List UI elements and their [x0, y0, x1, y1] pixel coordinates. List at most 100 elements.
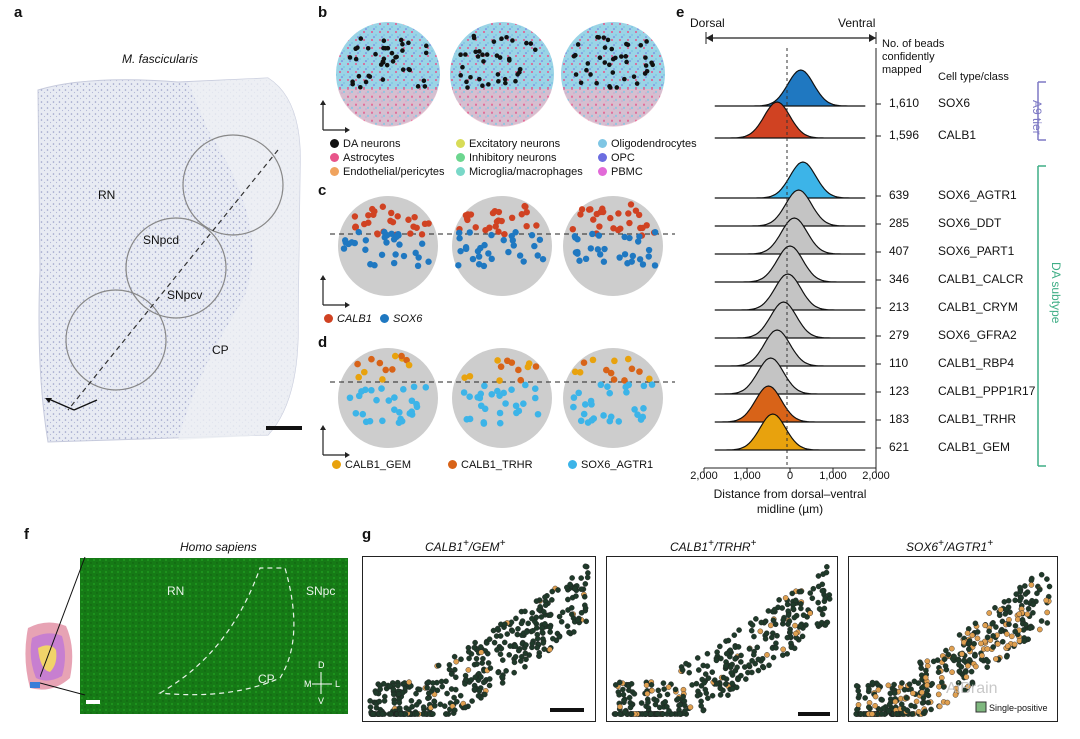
ridge-calb1 — [714, 101, 866, 139]
ridge-name: CALB1_CRYM — [938, 300, 1018, 314]
panel-d-bead-images — [330, 348, 675, 448]
panel-a-species: M. fascicularis — [122, 52, 199, 66]
count-header: No. of beads confidently mapped — [882, 38, 945, 76]
ridge-count: 346 — [889, 272, 910, 286]
g-legend-single-positive: Single-positive — [989, 703, 1048, 713]
panel-c-label: c — [318, 182, 327, 199]
x-tick-label: 1,000 — [733, 470, 761, 482]
ridge-calb1-ppp1r17 — [714, 357, 866, 395]
panel-f-label: f — [24, 526, 29, 543]
ridge-count: 621 — [889, 440, 910, 454]
legend-item-astrocytes: Astrocytes — [330, 152, 394, 164]
ridge-name: CALB1 — [938, 128, 977, 142]
g-spatial-plot-2 — [606, 556, 838, 722]
ridge-count: 1,610 — [889, 96, 920, 110]
x-axis-label: Distance from dorsal–ventral midline (µm… — [713, 487, 867, 516]
ridge-count: 110 — [889, 356, 909, 370]
g-title-1: CALB1+/GEM+ — [425, 538, 506, 554]
legend-item-sox6: SOX6 — [380, 313, 422, 325]
ridge-count: 213 — [889, 300, 910, 314]
ridge-count: 123 — [889, 384, 910, 398]
compass-cross — [312, 672, 332, 694]
panel-c-axes-icon — [320, 275, 350, 308]
ridge-calb1-calcr — [714, 245, 866, 283]
legend-item-inhibitory-neurons: Inhibitory neurons — [456, 152, 556, 164]
watermark: AiBrain — [946, 680, 998, 697]
a9-tier-label: A9 tier — [1030, 100, 1044, 135]
ridge-count: 285 — [889, 216, 910, 230]
ventral-label: Ventral — [838, 16, 876, 30]
ridge-sox6-part1 — [714, 217, 866, 255]
panel-a-label: a — [14, 4, 23, 21]
ridge-sox6-gfra2 — [714, 301, 866, 339]
panel-b-axes-icon — [320, 100, 350, 133]
ridge-sox6-ddt — [714, 189, 866, 227]
panel-b-bead-images — [336, 22, 665, 127]
panel-g-label: g — [362, 526, 372, 543]
ridge-sox6-agtr1 — [714, 161, 866, 199]
legend-item-opc: OPC — [598, 152, 635, 164]
dorsal-label: Dorsal — [690, 16, 725, 30]
ridge-count: 407 — [889, 244, 910, 258]
ridge-name: SOX6_PART1 — [938, 244, 1015, 258]
ridge-name: CALB1_RBP4 — [938, 356, 1015, 370]
region-cp-label: CP — [212, 343, 229, 357]
compass-d: D — [318, 660, 325, 670]
ridge-sox6 — [714, 69, 866, 107]
legend-item-da-neurons: DA neurons — [330, 138, 400, 150]
ridge-calb1-trhr — [714, 385, 866, 423]
da-subtype-label: DA subtype — [1049, 262, 1063, 324]
compass-l: L — [335, 679, 341, 689]
class-header: Cell type/class — [938, 71, 1009, 83]
panel-c-bead-images — [330, 196, 675, 296]
compass-v: V — [318, 696, 325, 706]
ridge-name: SOX6_GFRA2 — [938, 328, 1017, 342]
ridge-name: SOX6 — [938, 96, 971, 110]
bead-circle-2 — [450, 22, 554, 127]
ridge-calb1-rbp4 — [714, 329, 866, 367]
g-spatial-plot-3 — [848, 556, 1058, 722]
ridge-calb1-gem — [714, 413, 866, 451]
ridge-name: CALB1_TRHR — [938, 412, 1017, 426]
ridge-name: SOX6_AGTR1 — [938, 188, 1017, 202]
x-tick-label: 0 — [786, 470, 794, 482]
ridge-count: 183 — [889, 412, 910, 426]
panel-b-label: b — [318, 4, 328, 21]
legend-item-excitatory-neurons: Excitatory neurons — [456, 138, 560, 150]
bead-circle-1 — [336, 22, 440, 127]
panel-e-label: e — [676, 4, 685, 21]
x-tick-label: 2,000 — [862, 470, 890, 482]
g-spatial-plot-1 — [362, 556, 596, 722]
ridge-count: 279 — [889, 328, 910, 342]
region-snpcd-label: SNpcd — [143, 233, 180, 247]
ridge-calb1-crym — [714, 273, 866, 311]
panel-f-histology-image — [80, 558, 348, 714]
group-brackets — [1037, 81, 1046, 467]
ridge-name: CALB1_CALCR — [938, 272, 1024, 286]
f-region-rn: RN — [167, 584, 185, 598]
legend-item-calb1-gem: CALB1_GEM — [332, 459, 411, 471]
f-region-snpc: SNpc — [306, 584, 336, 598]
compass-m: M — [304, 679, 312, 689]
ridge-count: 639 — [889, 188, 910, 202]
ridge-name: SOX6_DDT — [938, 216, 1002, 230]
legend-item-calb1: CALB1 — [324, 313, 372, 325]
x-tick-label: 2,000 — [690, 470, 718, 482]
region-snpcv-label: SNpcv — [167, 288, 203, 302]
legend-item-endothelial-pericytes: Endothelial/pericytes — [330, 166, 445, 178]
ridge-count: 1,596 — [889, 128, 920, 142]
panel-a-tissue-image — [37, 77, 302, 443]
region-rn-label: RN — [98, 188, 116, 202]
legend-item-calb1-trhr: CALB1_TRHR — [448, 459, 533, 471]
ridgeline-chart — [703, 32, 881, 473]
ridge-name: CALB1_PPP1R17 — [938, 384, 1036, 398]
g-title-3: SOX6+/AGTR1+ — [906, 538, 994, 554]
legend-item-sox6-agtr1: SOX6_AGTR1 — [568, 459, 653, 471]
panel-f-species: Homo sapiens — [180, 540, 257, 554]
legend-item-microglia-macrophages: Microglia/macrophages — [456, 166, 583, 178]
legend-item-pbmc: PBMC — [598, 166, 643, 178]
x-tick-label: 1,000 — [819, 470, 847, 482]
f-region-cp: CP — [258, 672, 275, 686]
g-title-2: CALB1+/TRHR+ — [670, 538, 757, 554]
panel-f-zoom-lines — [40, 556, 86, 696]
